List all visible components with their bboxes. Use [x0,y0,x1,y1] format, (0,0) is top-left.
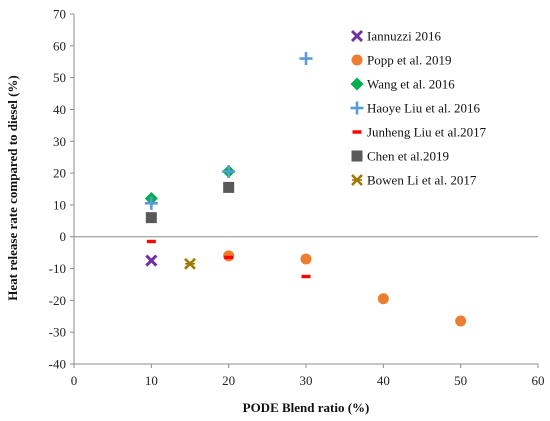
data-point [145,254,158,267]
legend: Iannuzzi 2016 Popp et al. 2019 Wang et al.… [350,29,487,188]
legend-marker [351,174,363,186]
legend-item: Iannuzzi 2016 [350,29,442,44]
y-tick-label: 30 [53,134,66,149]
y-tick-label: 60 [53,38,66,53]
data-point [146,239,156,244]
data-point [377,293,389,305]
legend-label: Haoye Liu et al. 2016 [367,101,480,116]
data-point [184,257,196,270]
legend-marker [351,54,363,66]
y-tick-label: 70 [53,7,66,22]
data-point [299,52,313,66]
data-point [455,315,467,327]
legend-item: Junheng Liu et al.2017 [352,125,487,140]
legend-marker [351,150,363,162]
legend-marker [352,130,362,134]
y-tick-label: -10 [49,261,66,276]
y-tick-label: -40 [49,357,66,372]
data-point [223,181,235,193]
legend-marker [350,29,364,43]
legend-item: Popp et al. 2019 [351,53,452,68]
legend-item: Chen et al.2019 [351,149,449,164]
series-1-points [223,250,467,327]
series-0-points [145,254,158,267]
legend-item: Bowen Li et al. 2017 [351,173,477,188]
data-point [224,255,234,260]
data-point [222,165,236,178]
x-tick-label: 40 [377,373,390,388]
y-tick-label: 10 [53,197,66,212]
x-axis-title: PODE Blend ratio (%) [243,400,370,415]
x-tick-label: 50 [454,373,467,388]
points-layer [144,52,467,327]
legend-label: Chen et al.2019 [367,149,449,164]
x-tick-label: 10 [145,373,158,388]
y-tick-label: 0 [60,229,67,244]
ticks-layer: -40 -30 -20 -10 0 10 20 30 40 50 60 70 0 10 20 30 40 50 60 [49,7,545,389]
data-point [301,274,311,279]
x-tick-label: 0 [71,373,78,388]
data-point [145,212,157,224]
x-tick-label: 20 [222,373,235,388]
data-point [144,196,158,210]
y-tick-label: 40 [53,102,66,117]
axes-layer [73,14,538,365]
series-3-points [144,52,313,210]
legend-marker [350,101,364,115]
x-tick-label: 60 [532,373,545,388]
legend-item: Haoye Liu et al. 2016 [350,101,480,116]
legend-item: Wang et al. 2016 [350,77,455,92]
x-tick-label: 30 [300,373,313,388]
legend-label: Wang et al. 2016 [367,77,455,92]
legend-label: Iannuzzi 2016 [367,29,442,44]
y-axis-title: Heat release rate compared to diesel (%) [5,75,20,301]
y-tick-label: 50 [53,70,66,85]
series-5-points [145,181,235,224]
legend-label: Junheng Liu et al.2017 [367,125,487,140]
y-tick-label: -20 [49,293,66,308]
series-6-points [184,257,196,270]
series-2-points [144,165,236,206]
series-4-points [146,239,311,279]
legend-label: Bowen Li et al. 2017 [367,173,477,188]
data-point [300,253,312,265]
y-tick-label: 20 [53,166,66,181]
legend-marker [350,77,364,91]
y-tick-label: -30 [49,325,66,340]
legend-label: Popp et al. 2019 [367,53,452,68]
